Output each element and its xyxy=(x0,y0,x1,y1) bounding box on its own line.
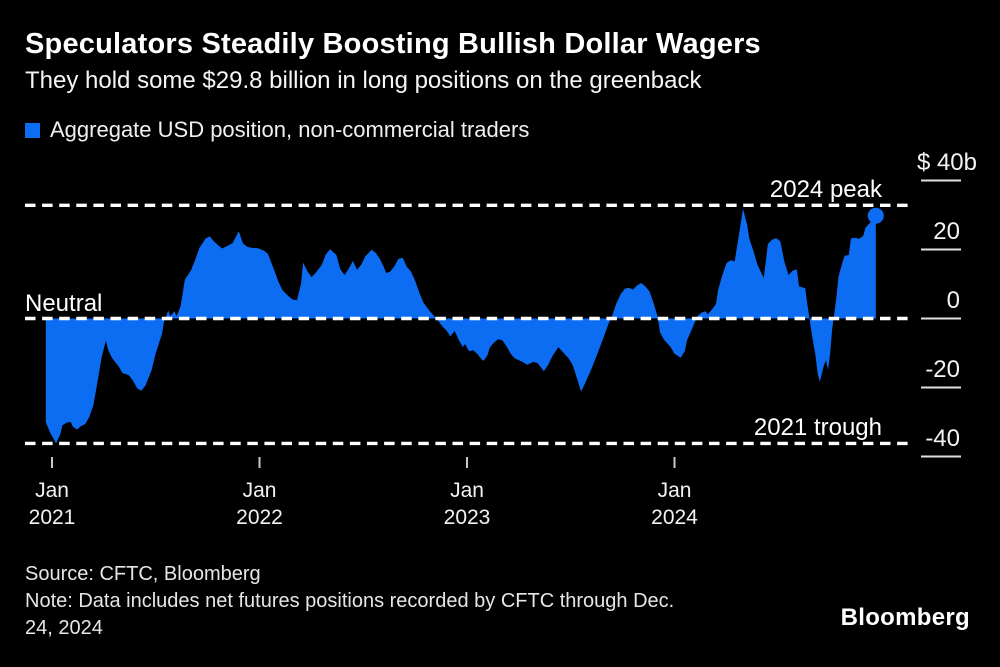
y-axis-label: -40 xyxy=(925,424,960,452)
x-axis-label-month: Jan xyxy=(242,479,277,502)
last-point-marker xyxy=(867,207,884,224)
y-axis-label: 0 xyxy=(946,286,960,314)
legend: Aggregate USD position, non-commercial t… xyxy=(25,117,529,143)
y-axis-label: 20 xyxy=(933,217,960,245)
footer-notes: Source: CFTC, Bloomberg Note: Data inclu… xyxy=(25,561,674,642)
y-axis-label: -20 xyxy=(925,355,960,383)
source-text: Source: CFTC, Bloomberg xyxy=(25,563,261,585)
x-axis-label: Jan 2023 xyxy=(407,477,527,531)
x-axis-label-year: 2024 xyxy=(651,506,698,529)
page-subtitle: They hold some $29.8 billion in long pos… xyxy=(25,67,702,94)
page-title: Speculators Steadily Boosting Bullish Do… xyxy=(25,28,761,60)
x-axis-label-year: 2022 xyxy=(236,506,283,529)
x-axis-label-month: Jan xyxy=(450,479,484,502)
x-axis-label: Jan 2022 xyxy=(200,477,320,531)
legend-label: Aggregate USD position, non-commercial t… xyxy=(50,117,530,142)
x-axis-label-month: Jan xyxy=(35,479,69,502)
annotation-2021-trough: 2021 trough xyxy=(753,414,882,441)
x-axis-label: Jan 2021 xyxy=(0,477,112,531)
note-text-line1: Note: Data includes net futures position… xyxy=(25,590,675,612)
annotation-neutral: Neutral xyxy=(25,290,103,317)
bloomberg-logo: Bloomberg xyxy=(840,604,970,631)
series-area xyxy=(45,208,876,444)
note-text-line2: 24, 2024 xyxy=(25,617,103,639)
annotation-2024-peak: 2024 peak xyxy=(769,176,882,203)
y-axis-label: $ 40b xyxy=(916,148,977,176)
x-axis-label-year: 2021 xyxy=(28,506,76,529)
x-axis-label-year: 2023 xyxy=(443,506,491,529)
legend-swatch-icon xyxy=(25,122,40,138)
x-axis-label: Jan 2024 xyxy=(615,477,735,531)
x-axis-label-month: Jan xyxy=(657,479,692,502)
